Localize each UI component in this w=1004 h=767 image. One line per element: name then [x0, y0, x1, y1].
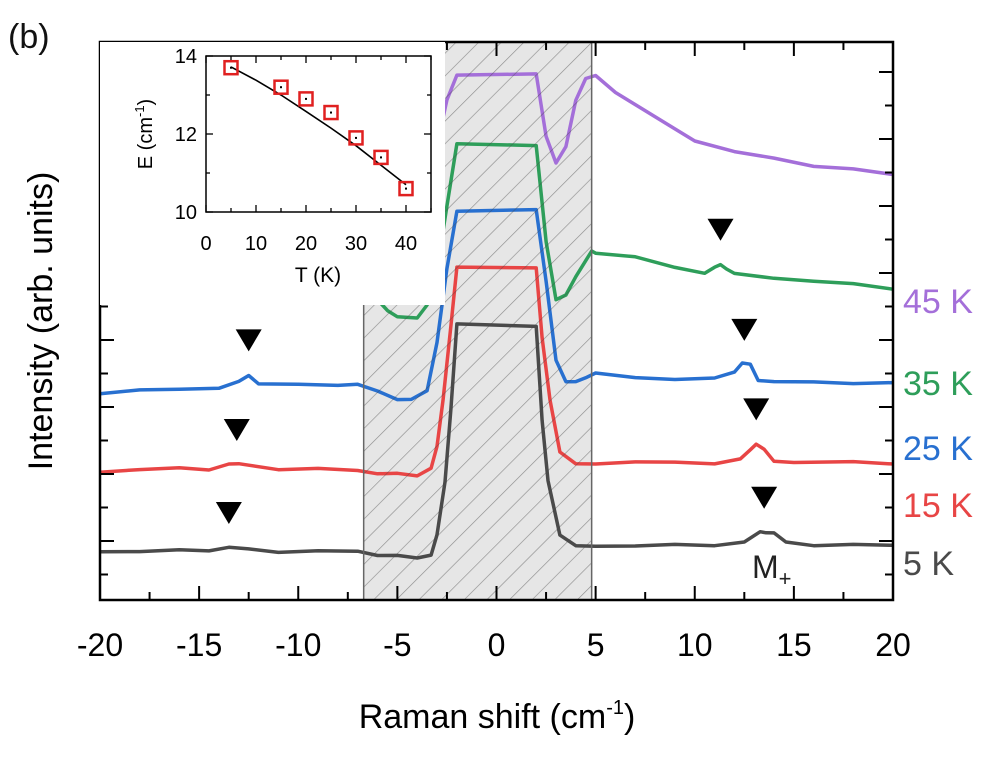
peak-marker-25k-left — [235, 329, 262, 352]
series-label-5k: 5 K — [903, 545, 954, 583]
inset-error-bar — [305, 97, 307, 100]
inset-y-tick-label: 10 — [175, 202, 197, 224]
inset-x-tick-label: 20 — [295, 233, 317, 255]
x-tick-label: 5 — [587, 627, 605, 663]
plot-frame — [98, 40, 895, 602]
y-axis-title: Intensity (arb. units) — [22, 172, 60, 471]
x-tick-label: -5 — [383, 627, 411, 663]
inset-data-point — [398, 180, 414, 197]
peak-marker-25k-right — [731, 318, 758, 341]
x-tick-label: 20 — [875, 627, 911, 663]
inset-x-tick-label: 40 — [395, 233, 417, 255]
mode-label: M+ — [752, 549, 792, 591]
peak-marker-35k-right — [707, 218, 734, 241]
inset-error-bar — [230, 66, 232, 69]
inset-error-bar — [355, 136, 357, 139]
x-axis-title: Raman shift (cm-1) — [359, 697, 636, 736]
inset-background — [100, 42, 445, 305]
series-label-45k: 45 K — [903, 283, 973, 321]
inset-x-tick-label: 10 — [245, 233, 267, 255]
main-plot: -20 -15 -10 -5 0 5 10 15 20 45 K35 K25 K15 K5 K … — [22, 40, 973, 736]
x-tick-label: 10 — [677, 627, 713, 663]
x-tick-label: -15 — [176, 627, 222, 663]
inset-data-point — [323, 104, 339, 121]
inset-error-bar — [405, 187, 407, 190]
inset-data-point — [223, 59, 239, 76]
x-tick-label: -20 — [77, 627, 123, 663]
peak-marker-5k-right — [751, 486, 778, 509]
inset-error-bar — [330, 111, 332, 114]
inset-x-tick-label: 0 — [200, 233, 211, 255]
inset-data-point — [298, 91, 314, 107]
inset-data-point — [373, 149, 389, 166]
peak-marker-5k-left — [215, 502, 242, 524]
inset-error-bar — [280, 86, 282, 89]
peak-marker-15k-right — [743, 398, 770, 421]
x-tick-label: 15 — [776, 627, 812, 663]
peak-marker-15k-left — [223, 419, 250, 442]
inset-y-axis-title: E (cm-1) — [132, 99, 157, 169]
inset-x-axis-title: T (K) — [295, 264, 341, 287]
inset-error-bar — [380, 156, 382, 159]
x-tick-label: 0 — [488, 627, 506, 663]
inset-y-tick-label: 12 — [175, 124, 197, 146]
x-tick-label: -10 — [275, 627, 321, 663]
inset-y-tick-label: 14 — [175, 46, 197, 68]
series-label-15k: 15 K — [903, 487, 973, 525]
panel-label: (b) — [8, 18, 50, 56]
inset-data-point — [273, 79, 289, 95]
series-label-35k: 35 K — [903, 365, 973, 403]
inset-data-point — [348, 130, 364, 146]
inset-fit-line — [230, 66, 407, 186]
series-label-25k: 25 K — [903, 430, 973, 468]
shaded-region-hatch — [362, 41, 593, 601]
inset-x-tick-label: 30 — [345, 233, 367, 255]
